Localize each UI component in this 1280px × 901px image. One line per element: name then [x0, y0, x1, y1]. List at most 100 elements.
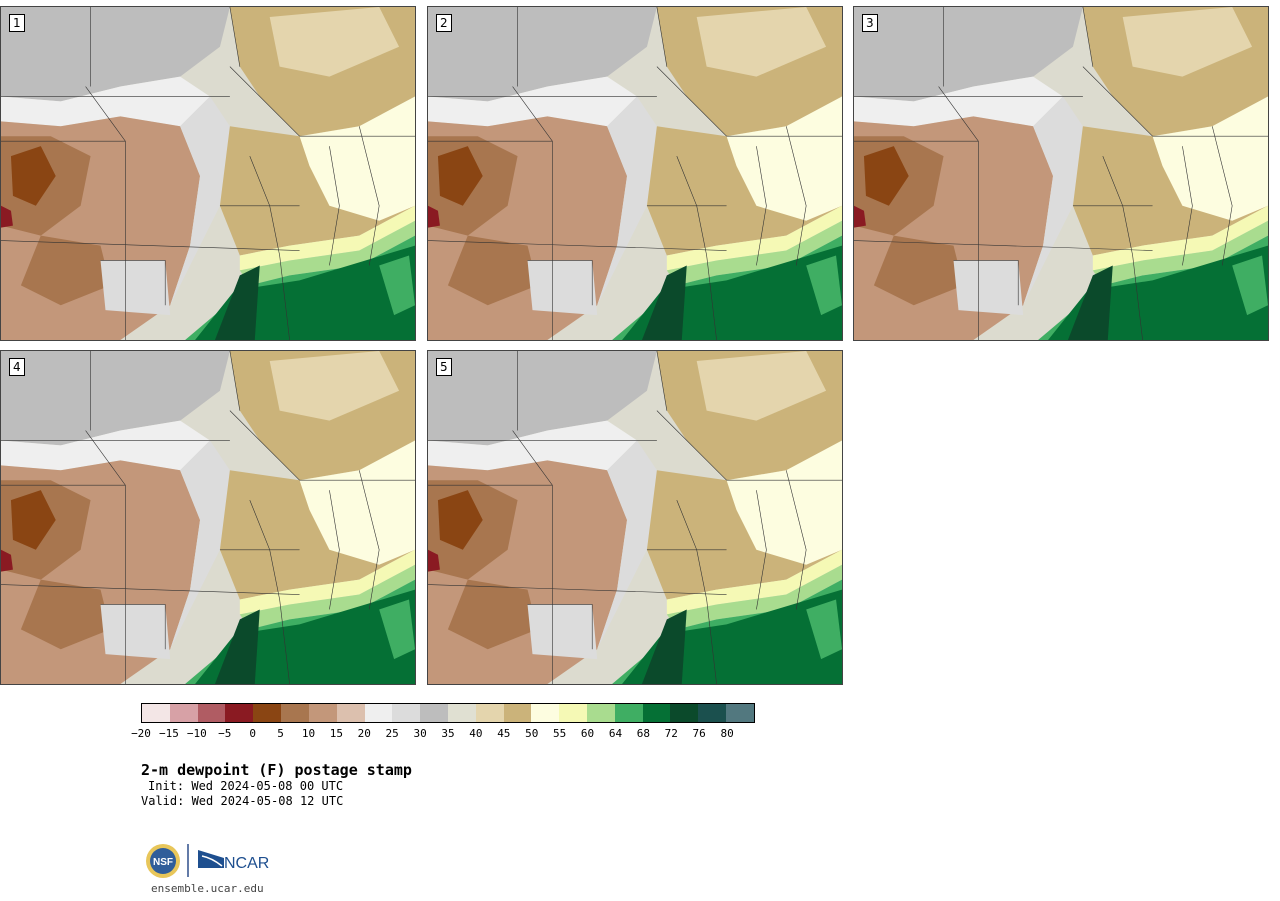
- map-panel-1: 1: [0, 6, 416, 341]
- light-green-band: [239, 220, 415, 286]
- yellow-band: [1092, 205, 1268, 271]
- state-border: [1, 584, 300, 595]
- state-border: [1211, 126, 1233, 266]
- state-border: [953, 260, 1019, 306]
- colorbar-tick-label: 72: [664, 727, 678, 740]
- website-url: ensemble.ucar.edu: [151, 882, 264, 895]
- colorbar-swatch: [559, 704, 587, 722]
- ncar-logo-icon: NCAR: [198, 850, 269, 872]
- state-border: [1, 240, 300, 251]
- colorbar-swatch: [197, 704, 226, 722]
- state-border: [756, 490, 767, 610]
- colorbar: [141, 703, 755, 723]
- colorbar-tick-label: 30: [413, 727, 427, 740]
- state-border: [279, 255, 290, 340]
- map-panel-4: 4: [0, 350, 416, 685]
- colorbar-tick-label: 60: [580, 727, 595, 740]
- light-gray-strip: [597, 96, 657, 306]
- colorbar-tick-label: 15: [329, 727, 343, 740]
- light-gray-strip: [170, 440, 230, 650]
- state-border: [656, 351, 668, 411]
- gray-region: [854, 7, 1083, 102]
- red-spot: [1, 205, 13, 228]
- colorbar-swatch: [447, 704, 476, 722]
- colorbar-tick-label: 68: [636, 727, 650, 740]
- init-time: Init: Wed 2024-05-08 00 UTC: [148, 779, 344, 793]
- darkest-brown-region: [437, 146, 483, 206]
- white-band: [428, 76, 637, 127]
- panel-label: 4: [9, 358, 25, 376]
- colorbar-swatch: [392, 704, 421, 722]
- medium-green-patch: [1232, 255, 1268, 316]
- light-tan-region: [1122, 7, 1253, 77]
- pale-yellow-region: [726, 440, 842, 565]
- state-border: [706, 255, 717, 340]
- colorbar-tick-label: 45: [497, 727, 511, 740]
- colorbar-tick-label: 20: [357, 727, 371, 740]
- light-gray-strip: [597, 440, 657, 650]
- colorbar-swatch: [281, 704, 309, 722]
- light-gray-strip: [1023, 96, 1083, 306]
- medium-green-patch: [806, 255, 842, 316]
- pale-yellow-region: [1152, 96, 1268, 221]
- colorbar-tick-label: −20: [131, 727, 151, 740]
- light-gray-box: [100, 604, 171, 660]
- light-tan-region: [269, 351, 400, 421]
- light-gray-box: [527, 260, 598, 316]
- state-border: [656, 7, 668, 67]
- red-spot: [428, 205, 440, 228]
- yellow-band: [239, 205, 415, 271]
- plot-title: 2-m dewpoint (F) postage stamp: [141, 761, 412, 779]
- state-border: [527, 604, 593, 650]
- colorbar-tick-label: 76: [692, 727, 706, 740]
- light-green-band: [1092, 220, 1268, 286]
- state-border: [229, 66, 300, 137]
- light-green-band: [666, 220, 842, 286]
- dewpoint-map: [1, 7, 415, 340]
- state-border: [1132, 255, 1143, 340]
- yellow-band: [239, 549, 415, 615]
- state-border: [229, 410, 300, 481]
- light-tan-region: [696, 351, 827, 421]
- state-border: [512, 430, 553, 590]
- light-gray-box: [953, 260, 1024, 316]
- light-tan-region: [269, 7, 400, 77]
- logos: NSF NCAR: [144, 842, 274, 880]
- colorbar-swatch: [142, 704, 170, 722]
- colorbar-tick-label: 25: [385, 727, 399, 740]
- darkest-brown-region: [10, 146, 56, 206]
- light-tan-region: [696, 7, 827, 77]
- state-border: [785, 126, 807, 266]
- pale-yellow-region: [299, 96, 415, 221]
- nsf-logo-icon: NSF: [146, 844, 180, 878]
- red-spot: [428, 549, 440, 572]
- medium-green-patch: [379, 599, 415, 660]
- map-panel-2: 2: [427, 6, 843, 341]
- light-green-band: [666, 564, 842, 630]
- colorbar-tick-label: 80: [720, 727, 734, 740]
- state-border: [100, 604, 166, 650]
- colorbar-swatch: [308, 704, 337, 722]
- state-border: [1082, 7, 1094, 67]
- dark-brown-region-south: [447, 235, 538, 306]
- dark-brown-region-south: [873, 235, 964, 306]
- darkest-green-region: [1067, 265, 1113, 340]
- darkest-green-region: [641, 609, 687, 684]
- yellow-band: [666, 205, 842, 271]
- colorbar-swatch: [169, 704, 198, 722]
- red-spot: [1, 549, 13, 572]
- darkest-green-region: [641, 265, 687, 340]
- valid-time: Valid: Wed 2024-05-08 12 UTC: [141, 794, 344, 808]
- colorbar-tick-label: 40: [469, 727, 483, 740]
- state-border: [656, 66, 727, 137]
- panel-label: 1: [9, 14, 25, 32]
- ncar-logo-text: NCAR: [224, 855, 269, 872]
- colorbar-swatch: [475, 704, 504, 722]
- colorbar-swatch: [531, 704, 560, 722]
- state-border: [100, 260, 166, 306]
- state-border: [1082, 66, 1153, 137]
- state-border: [229, 7, 241, 67]
- colorbar-swatch: [225, 704, 254, 722]
- colorbar-tick-label: 10: [301, 727, 316, 740]
- colorbar-swatch: [364, 704, 393, 722]
